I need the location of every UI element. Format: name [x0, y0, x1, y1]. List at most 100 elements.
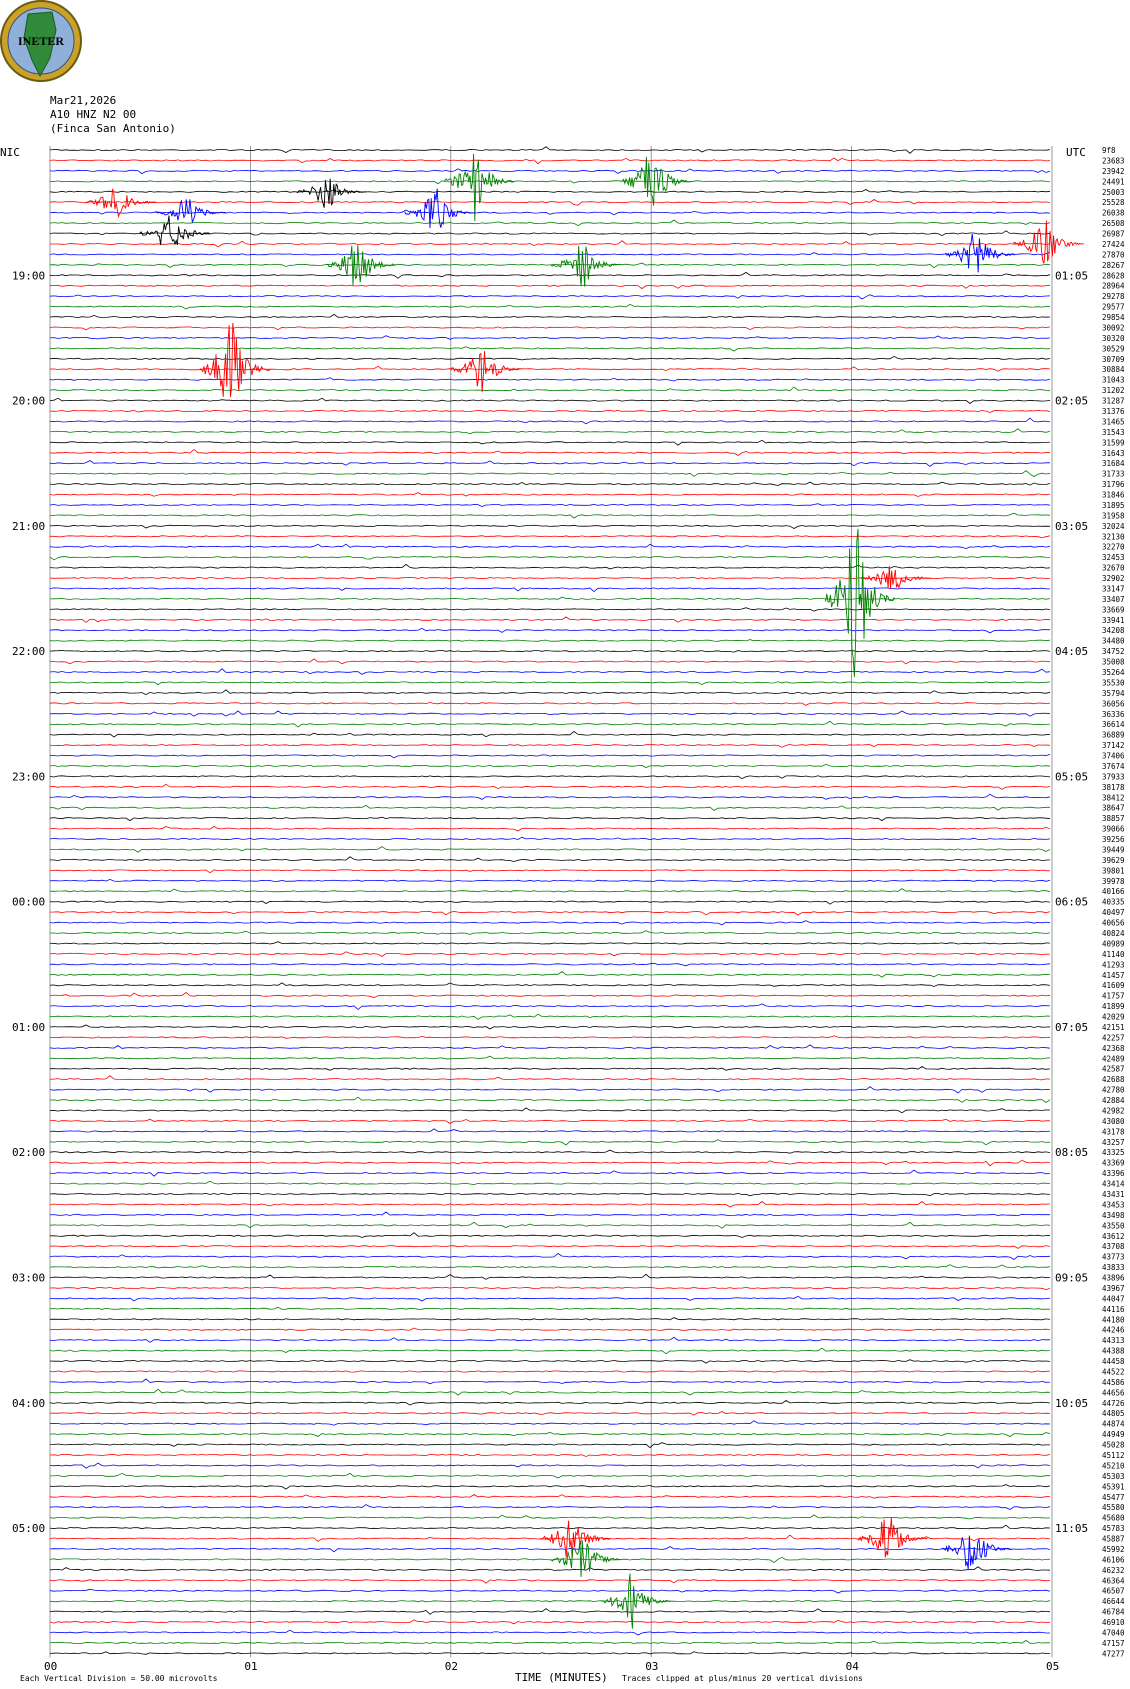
trace-count-label: 32024	[1102, 522, 1125, 531]
event-burst	[825, 528, 896, 677]
right-hour-label: 06:05	[1055, 896, 1088, 909]
trace-count-label: 39256	[1102, 835, 1125, 844]
trace-row	[49, 543, 1051, 550]
trace-row	[49, 1588, 1051, 1594]
trace-row	[49, 180, 1051, 185]
trace-count-label: 44522	[1102, 1368, 1125, 1377]
trace-row	[49, 1086, 1051, 1094]
trace-row	[50, 240, 1051, 248]
trace-count-label: 40656	[1102, 919, 1125, 928]
left-hour-label: 23:00	[12, 770, 45, 783]
trace-row	[49, 1619, 1051, 1625]
trace-count-label: 42587	[1102, 1065, 1125, 1074]
trace-count-label: 30092	[1102, 324, 1125, 333]
trace-row	[49, 793, 1051, 800]
event-burst	[326, 245, 397, 286]
trace-count-label: 45580	[1102, 1503, 1125, 1512]
trace-row	[49, 1273, 1051, 1280]
trace-count-label: 42884	[1102, 1096, 1125, 1105]
trace-row	[49, 1066, 1051, 1071]
trace-row	[49, 448, 1051, 456]
trace-count-label: 44949	[1102, 1430, 1125, 1439]
trace-row	[49, 1159, 1051, 1167]
trace-count-label: 32670	[1102, 564, 1125, 573]
trace-count-label: 35008	[1102, 658, 1125, 667]
trace-row	[49, 303, 1051, 310]
trace-row	[49, 199, 1051, 206]
trace-count-label: 41140	[1102, 950, 1125, 959]
trace-row	[49, 775, 1051, 780]
trace-count-label: 43178	[1102, 1127, 1125, 1136]
trace-count-label: 43396	[1102, 1169, 1125, 1178]
event-burst	[199, 322, 271, 397]
trace-count-label: 33941	[1102, 616, 1125, 625]
trace-count-label: 27424	[1102, 240, 1125, 249]
trace-count-label: 47157	[1102, 1639, 1125, 1648]
trace-count-label: 43967	[1102, 1284, 1125, 1293]
trace-row	[49, 1118, 1050, 1124]
station-label: A10 HNZ N2 00	[50, 108, 137, 121]
trace-row	[49, 1211, 1050, 1216]
trace-row	[49, 1556, 1051, 1563]
trace-count-label: 43257	[1102, 1138, 1125, 1147]
trace-count-label: 43498	[1102, 1211, 1125, 1220]
trace-count-label: 44805	[1102, 1409, 1125, 1418]
trace-count-label: 36889	[1102, 731, 1125, 740]
trace-row	[49, 920, 1051, 926]
right-hour-label: 03:05	[1055, 520, 1088, 533]
trace-row	[49, 271, 1051, 279]
trace-count-label: 45210	[1102, 1461, 1125, 1470]
trace-count-label: 24491	[1102, 177, 1125, 186]
trace-row	[50, 1472, 1050, 1479]
trace-row	[49, 1566, 1051, 1572]
trace-count-label: 44116	[1102, 1305, 1125, 1314]
x-tick-label: 02	[445, 1660, 458, 1673]
event-burst	[296, 178, 367, 208]
trace-count-label: 43325	[1102, 1148, 1125, 1157]
trace-count-label: 41457	[1102, 971, 1125, 980]
trace-count-label: 29278	[1102, 292, 1125, 301]
trace-row	[50, 658, 1051, 665]
trace-row	[49, 417, 1051, 425]
trace-count-label: 28267	[1102, 261, 1125, 270]
trace-row	[49, 616, 1051, 623]
left-zone-label: NIC	[0, 146, 20, 159]
right-hour-label: 04:05	[1055, 645, 1088, 658]
trace-count-label: 44458	[1102, 1357, 1125, 1366]
trace-row	[49, 470, 1051, 478]
trace-row	[49, 219, 1051, 227]
trace-row	[49, 512, 1051, 519]
trace-count-label: 34480	[1102, 637, 1125, 646]
right-hour-label: 09:05	[1055, 1272, 1088, 1285]
trace-count-label: 43550	[1102, 1221, 1125, 1230]
trace-row	[49, 1400, 1051, 1406]
trace-row	[49, 157, 1051, 165]
trace-row	[49, 730, 1051, 738]
right-hour-label: 05:05	[1055, 770, 1088, 783]
trace-count-label: 31376	[1102, 407, 1125, 416]
trace-row	[49, 1370, 1051, 1373]
trace-row	[49, 1149, 1051, 1154]
trace-count-label: 44388	[1102, 1347, 1125, 1356]
trace-row	[49, 1388, 1051, 1396]
trace-row	[49, 856, 1051, 862]
trace-count-label: 39449	[1102, 846, 1125, 855]
trace-count-label: 30709	[1102, 355, 1125, 364]
event-burst	[139, 215, 211, 246]
x-tick-label: 05	[1046, 1660, 1059, 1673]
trace-row	[49, 1629, 1050, 1636]
event-burst	[861, 566, 932, 589]
trace-row	[49, 346, 1051, 352]
trace-count-label: 31287	[1102, 397, 1125, 406]
trace-count-label: 31796	[1102, 480, 1125, 489]
trace-count-label: 42257	[1102, 1033, 1125, 1042]
right-hour-label: 10:05	[1055, 1397, 1088, 1410]
trace-count-label: 42151	[1102, 1023, 1125, 1032]
trace-count-label: 44586	[1102, 1378, 1125, 1387]
footer-right-note: Traces clipped at plus/minus 20 vertical…	[622, 1674, 863, 1683]
trace-row	[49, 816, 1051, 822]
trace-count-label: 45112	[1102, 1451, 1125, 1460]
trace-count-label: 25003	[1102, 188, 1125, 197]
right-hour-label: 08:05	[1055, 1146, 1088, 1159]
trace-count-label: 43453	[1102, 1200, 1125, 1209]
